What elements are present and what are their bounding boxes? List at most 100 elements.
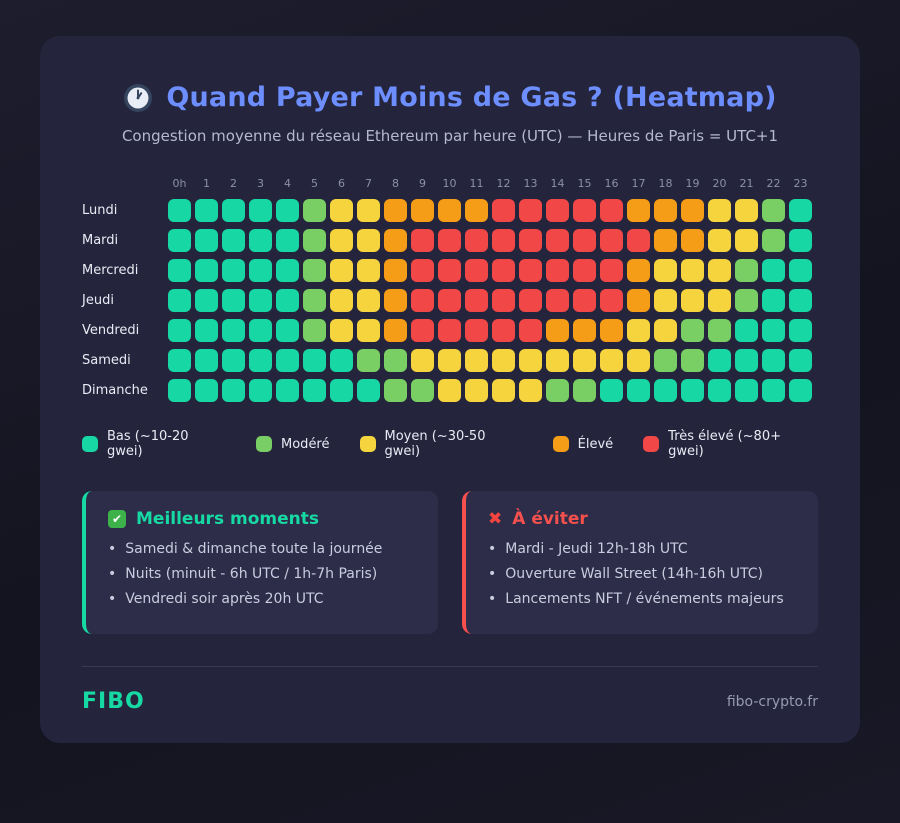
bas-swatch — [82, 436, 98, 452]
heatmap-cell — [546, 229, 569, 252]
heatmap-cell — [195, 259, 218, 282]
heatmap-cell — [249, 259, 272, 282]
heatmap-cell — [303, 199, 326, 222]
heatmap-cell — [627, 199, 650, 222]
heatmap-cell — [222, 259, 245, 282]
heatmap-cell — [168, 379, 191, 402]
heatmap-cell — [330, 229, 353, 252]
heatmap-cell — [681, 349, 704, 372]
list-item: Nuits (minuit - 6h UTC / 1h-7h Paris) — [108, 566, 416, 582]
hour-label: 17 — [631, 177, 646, 190]
legend-label: Bas (~10-20 gwei) — [107, 429, 189, 459]
heatmap-cell — [627, 259, 650, 282]
day-label: Samedi — [82, 353, 131, 368]
heatmap-cell — [708, 319, 731, 342]
heatmap-cell — [654, 319, 677, 342]
heatmap-cell — [762, 199, 785, 222]
heatmap-cell — [249, 199, 272, 222]
heatmap-cell — [411, 379, 434, 402]
heatmap-cell — [357, 289, 380, 312]
hour-label: 14 — [550, 177, 565, 190]
heatmap-cell — [249, 229, 272, 252]
heatmap-cell — [303, 289, 326, 312]
heatmap-hour-header: 0h 1 2 3 4 5 6 7 8 9 10 11 12 13 14 15 16 17 18 19 20 21 22 23 — [82, 177, 818, 190]
page-title-text: Quand Payer Moins de Gas ? (Heatmap) — [166, 82, 777, 113]
modere-swatch — [256, 436, 273, 452]
moyen-swatch — [359, 436, 376, 452]
heatmap-cell — [249, 319, 272, 342]
legend-label: Très élevé (~80+ gwei) — [668, 429, 781, 459]
heatmap-row: Mercredi — [82, 259, 818, 282]
heatmap-cell — [573, 319, 596, 342]
heatmap-cell — [465, 349, 488, 372]
heatmap-cell — [195, 379, 218, 402]
heatmap-cell — [465, 199, 488, 222]
heatmap-cell — [195, 289, 218, 312]
heatmap-cell — [654, 199, 677, 222]
heatmap-cell — [762, 379, 785, 402]
heatmap-cell — [762, 349, 785, 372]
page-title: Quand Payer Moins de Gas ? (Heatmap) — [82, 82, 818, 113]
page-subtitle: Congestion moyenne du réseau Ethereum pa… — [121, 127, 779, 145]
hour-label: 5 — [311, 177, 318, 190]
heatmap-cell — [519, 199, 542, 222]
heatmap-row: Lundi — [82, 199, 818, 222]
heatmap-cell — [735, 229, 758, 252]
heatmap-cell — [357, 349, 380, 372]
heatmap-cell — [168, 259, 191, 282]
heatmap-cell — [411, 319, 434, 342]
heatmap-cell — [681, 199, 704, 222]
hour-label: 16 — [604, 177, 619, 190]
hour-label: 7 — [365, 177, 372, 190]
hour-label: 4 — [284, 177, 291, 190]
heatmap-cell — [384, 229, 407, 252]
heatmap-cell — [438, 379, 461, 402]
heatmap-cell — [411, 349, 434, 372]
heatmap-cell — [546, 349, 569, 372]
heatmap-cell — [276, 319, 299, 342]
heatmap-row: Jeudi — [82, 289, 818, 312]
heatmap-cell — [195, 349, 218, 372]
heatmap-cell — [330, 199, 353, 222]
avoid-title: ✖ À éviter — [488, 509, 796, 529]
best-times-title-text: Meilleurs moments — [136, 509, 319, 529]
gas-heatmap: 0h 1 2 3 4 5 6 7 8 9 10 11 12 13 14 15 16 17 18 19 20 21 22 23 L… — [82, 177, 818, 402]
heatmap-cell — [411, 229, 434, 252]
heatmap-cell — [438, 349, 461, 372]
heatmap-cell — [438, 319, 461, 342]
heatmap-cell — [762, 319, 785, 342]
heatmap-cell — [708, 379, 731, 402]
heatmap-cell — [789, 229, 812, 252]
heatmap-cell — [519, 379, 542, 402]
heatmap-cell — [492, 379, 515, 402]
cross-icon: ✖ — [488, 509, 503, 529]
heatmap-cell — [519, 349, 542, 372]
heatmap-cell — [762, 229, 785, 252]
heatmap-cell — [708, 349, 731, 372]
heatmap-cell — [600, 319, 623, 342]
hour-label: 13 — [523, 177, 538, 190]
list-item: Ouverture Wall Street (14h-16h UTC) — [488, 566, 796, 582]
best-times-list: Samedi & dimanche toute la journée Nuits … — [108, 541, 416, 607]
heatmap-cell — [600, 259, 623, 282]
heatmap-cell — [789, 379, 812, 402]
heatmap-cell — [384, 259, 407, 282]
heatmap-cell — [627, 319, 650, 342]
heatmap-cell — [519, 319, 542, 342]
best-times-panel: ✔ Meilleurs moments Samedi & dimanche to… — [82, 491, 438, 634]
heatmap-cell — [573, 199, 596, 222]
day-label: Vendredi — [82, 323, 140, 338]
infographic-card: Quand Payer Moins de Gas ? (Heatmap) Con… — [40, 36, 860, 743]
heatmap-cell — [357, 199, 380, 222]
hour-label: 11 — [469, 177, 484, 190]
heatmap-cell — [303, 379, 326, 402]
heatmap-cell — [600, 349, 623, 372]
heatmap-cell — [222, 229, 245, 252]
hour-label: 8 — [392, 177, 399, 190]
heatmap-cell — [762, 289, 785, 312]
heatmap-cell — [222, 319, 245, 342]
heatmap-cell — [654, 259, 677, 282]
heatmap-cell — [303, 229, 326, 252]
hour-label: 18 — [658, 177, 673, 190]
heatmap-cell — [249, 289, 272, 312]
